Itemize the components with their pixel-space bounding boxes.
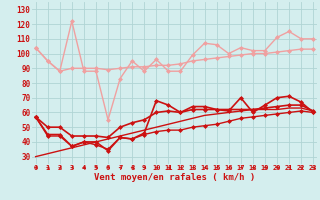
- X-axis label: Vent moyen/en rafales ( km/h ): Vent moyen/en rafales ( km/h ): [94, 173, 255, 182]
